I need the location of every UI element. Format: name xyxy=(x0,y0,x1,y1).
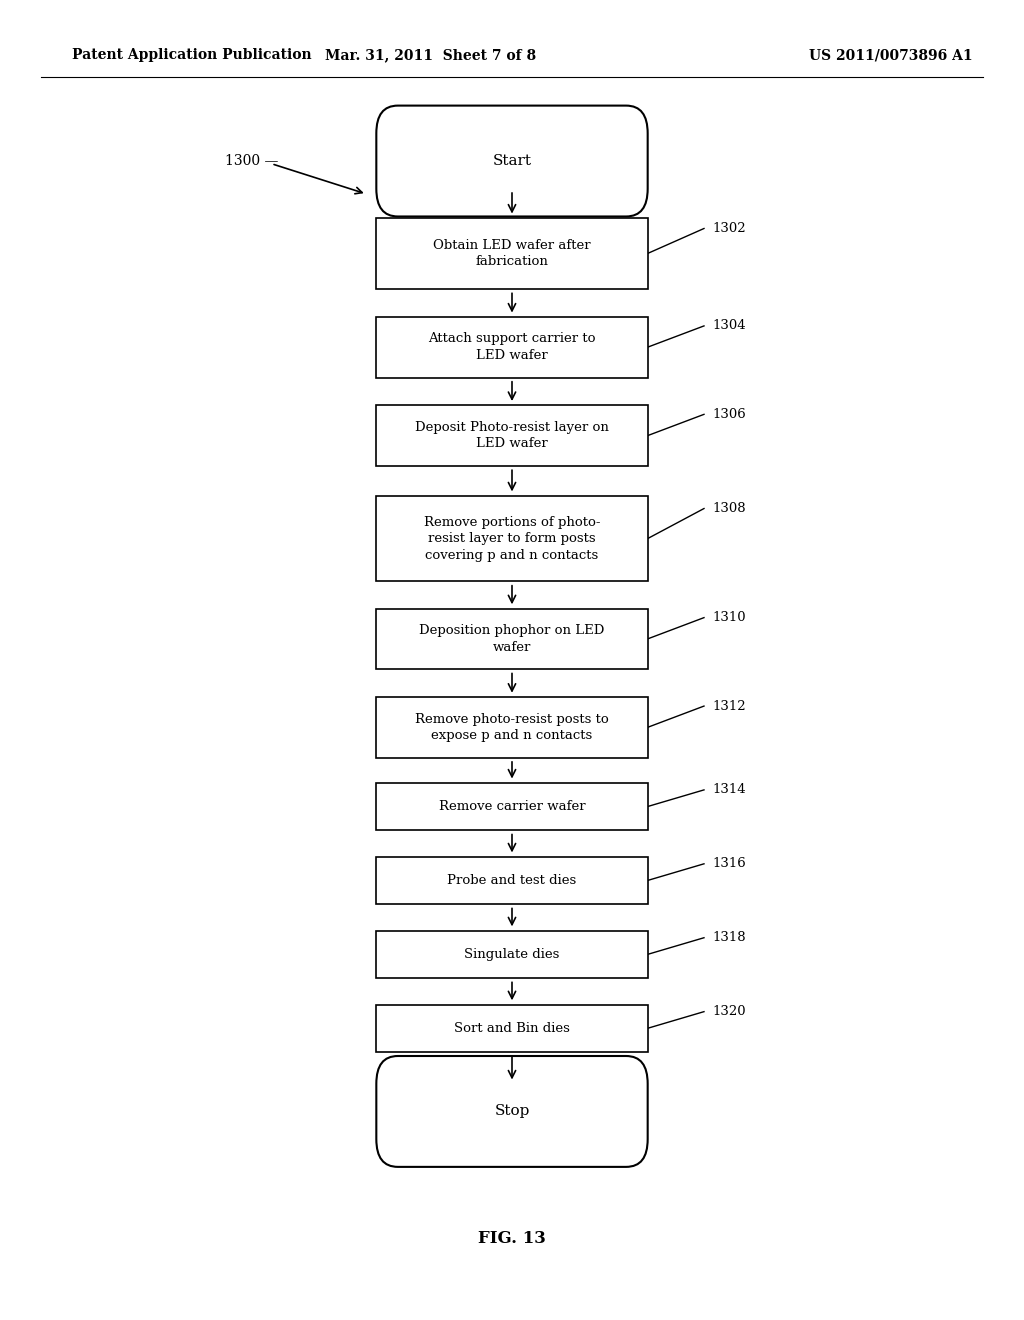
Text: US 2011/0073896 A1: US 2011/0073896 A1 xyxy=(809,49,973,62)
Text: 1312: 1312 xyxy=(713,700,745,713)
Bar xyxy=(377,1005,648,1052)
Bar xyxy=(377,857,648,904)
Text: Patent Application Publication: Patent Application Publication xyxy=(72,49,311,62)
Text: 1302: 1302 xyxy=(713,222,745,235)
Text: Obtain LED wafer after
fabrication: Obtain LED wafer after fabrication xyxy=(433,239,591,268)
Bar xyxy=(377,218,648,289)
Bar xyxy=(377,317,648,378)
Text: FIG. 13: FIG. 13 xyxy=(478,1230,546,1246)
Bar xyxy=(377,609,648,669)
Text: 1310: 1310 xyxy=(713,611,745,624)
Text: Sort and Bin dies: Sort and Bin dies xyxy=(454,1022,570,1035)
Text: Attach support carrier to
LED wafer: Attach support carrier to LED wafer xyxy=(428,333,596,362)
FancyBboxPatch shape xyxy=(377,1056,648,1167)
Text: Deposition phophor on LED
wafer: Deposition phophor on LED wafer xyxy=(419,624,605,653)
Text: Probe and test dies: Probe and test dies xyxy=(447,874,577,887)
Text: Remove photo-resist posts to
expose p and n contacts: Remove photo-resist posts to expose p an… xyxy=(415,713,609,742)
Text: Singulate dies: Singulate dies xyxy=(464,948,560,961)
Text: Remove portions of photo-
resist layer to form posts
covering p and n contacts: Remove portions of photo- resist layer t… xyxy=(424,516,600,561)
Text: 1300 —: 1300 — xyxy=(225,154,279,168)
Text: 1314: 1314 xyxy=(713,783,745,796)
Bar xyxy=(377,405,648,466)
Text: Mar. 31, 2011  Sheet 7 of 8: Mar. 31, 2011 Sheet 7 of 8 xyxy=(325,49,536,62)
Text: Deposit Photo-resist layer on
LED wafer: Deposit Photo-resist layer on LED wafer xyxy=(415,421,609,450)
Text: Remove carrier wafer: Remove carrier wafer xyxy=(438,800,586,813)
Text: 1316: 1316 xyxy=(713,857,745,870)
Text: 1306: 1306 xyxy=(713,408,745,421)
Text: 1320: 1320 xyxy=(713,1005,745,1018)
Text: Stop: Stop xyxy=(495,1105,529,1118)
Bar xyxy=(377,783,648,830)
Bar xyxy=(377,697,648,758)
Text: 1318: 1318 xyxy=(713,931,745,944)
Bar xyxy=(377,495,648,581)
FancyBboxPatch shape xyxy=(377,106,648,216)
Text: 1308: 1308 xyxy=(713,502,745,515)
Text: 1304: 1304 xyxy=(713,319,745,333)
Text: Start: Start xyxy=(493,154,531,168)
Bar xyxy=(377,931,648,978)
